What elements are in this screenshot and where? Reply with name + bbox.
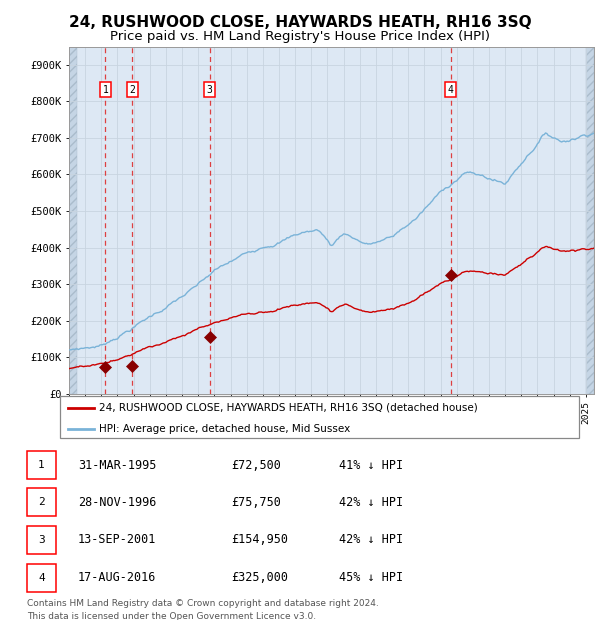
Text: £72,500: £72,500 [231, 459, 281, 472]
FancyBboxPatch shape [27, 526, 56, 554]
Text: 2: 2 [130, 85, 135, 95]
Text: 2: 2 [38, 497, 45, 507]
Text: HPI: Average price, detached house, Mid Sussex: HPI: Average price, detached house, Mid … [99, 424, 350, 434]
Text: 31-MAR-1995: 31-MAR-1995 [78, 459, 157, 472]
Text: 41% ↓ HPI: 41% ↓ HPI [339, 459, 403, 472]
Text: 1: 1 [38, 461, 45, 471]
Text: 4: 4 [38, 573, 45, 583]
Text: 42% ↓ HPI: 42% ↓ HPI [339, 496, 403, 509]
FancyBboxPatch shape [27, 564, 56, 591]
Text: 3: 3 [207, 85, 212, 95]
Text: 1: 1 [103, 85, 108, 95]
Text: 24, RUSHWOOD CLOSE, HAYWARDS HEATH, RH16 3SQ (detached house): 24, RUSHWOOD CLOSE, HAYWARDS HEATH, RH16… [99, 403, 478, 413]
Text: 13-SEP-2001: 13-SEP-2001 [78, 533, 157, 546]
FancyBboxPatch shape [27, 451, 56, 479]
Text: 42% ↓ HPI: 42% ↓ HPI [339, 533, 403, 546]
FancyBboxPatch shape [27, 489, 56, 516]
Text: £154,950: £154,950 [231, 533, 288, 546]
Bar [69, 46, 77, 394]
FancyBboxPatch shape [60, 396, 579, 438]
Text: 4: 4 [448, 85, 454, 95]
Text: 3: 3 [38, 535, 45, 545]
Text: £75,750: £75,750 [231, 496, 281, 509]
Bar [586, 46, 594, 394]
Text: Price paid vs. HM Land Registry's House Price Index (HPI): Price paid vs. HM Land Registry's House … [110, 30, 490, 43]
Text: 17-AUG-2016: 17-AUG-2016 [78, 571, 157, 584]
Text: Contains HM Land Registry data © Crown copyright and database right 2024.
This d: Contains HM Land Registry data © Crown c… [27, 600, 379, 620]
Text: 28-NOV-1996: 28-NOV-1996 [78, 496, 157, 509]
Text: £325,000: £325,000 [231, 571, 288, 584]
Text: 45% ↓ HPI: 45% ↓ HPI [339, 571, 403, 584]
Text: 24, RUSHWOOD CLOSE, HAYWARDS HEATH, RH16 3SQ: 24, RUSHWOOD CLOSE, HAYWARDS HEATH, RH16… [68, 15, 532, 30]
